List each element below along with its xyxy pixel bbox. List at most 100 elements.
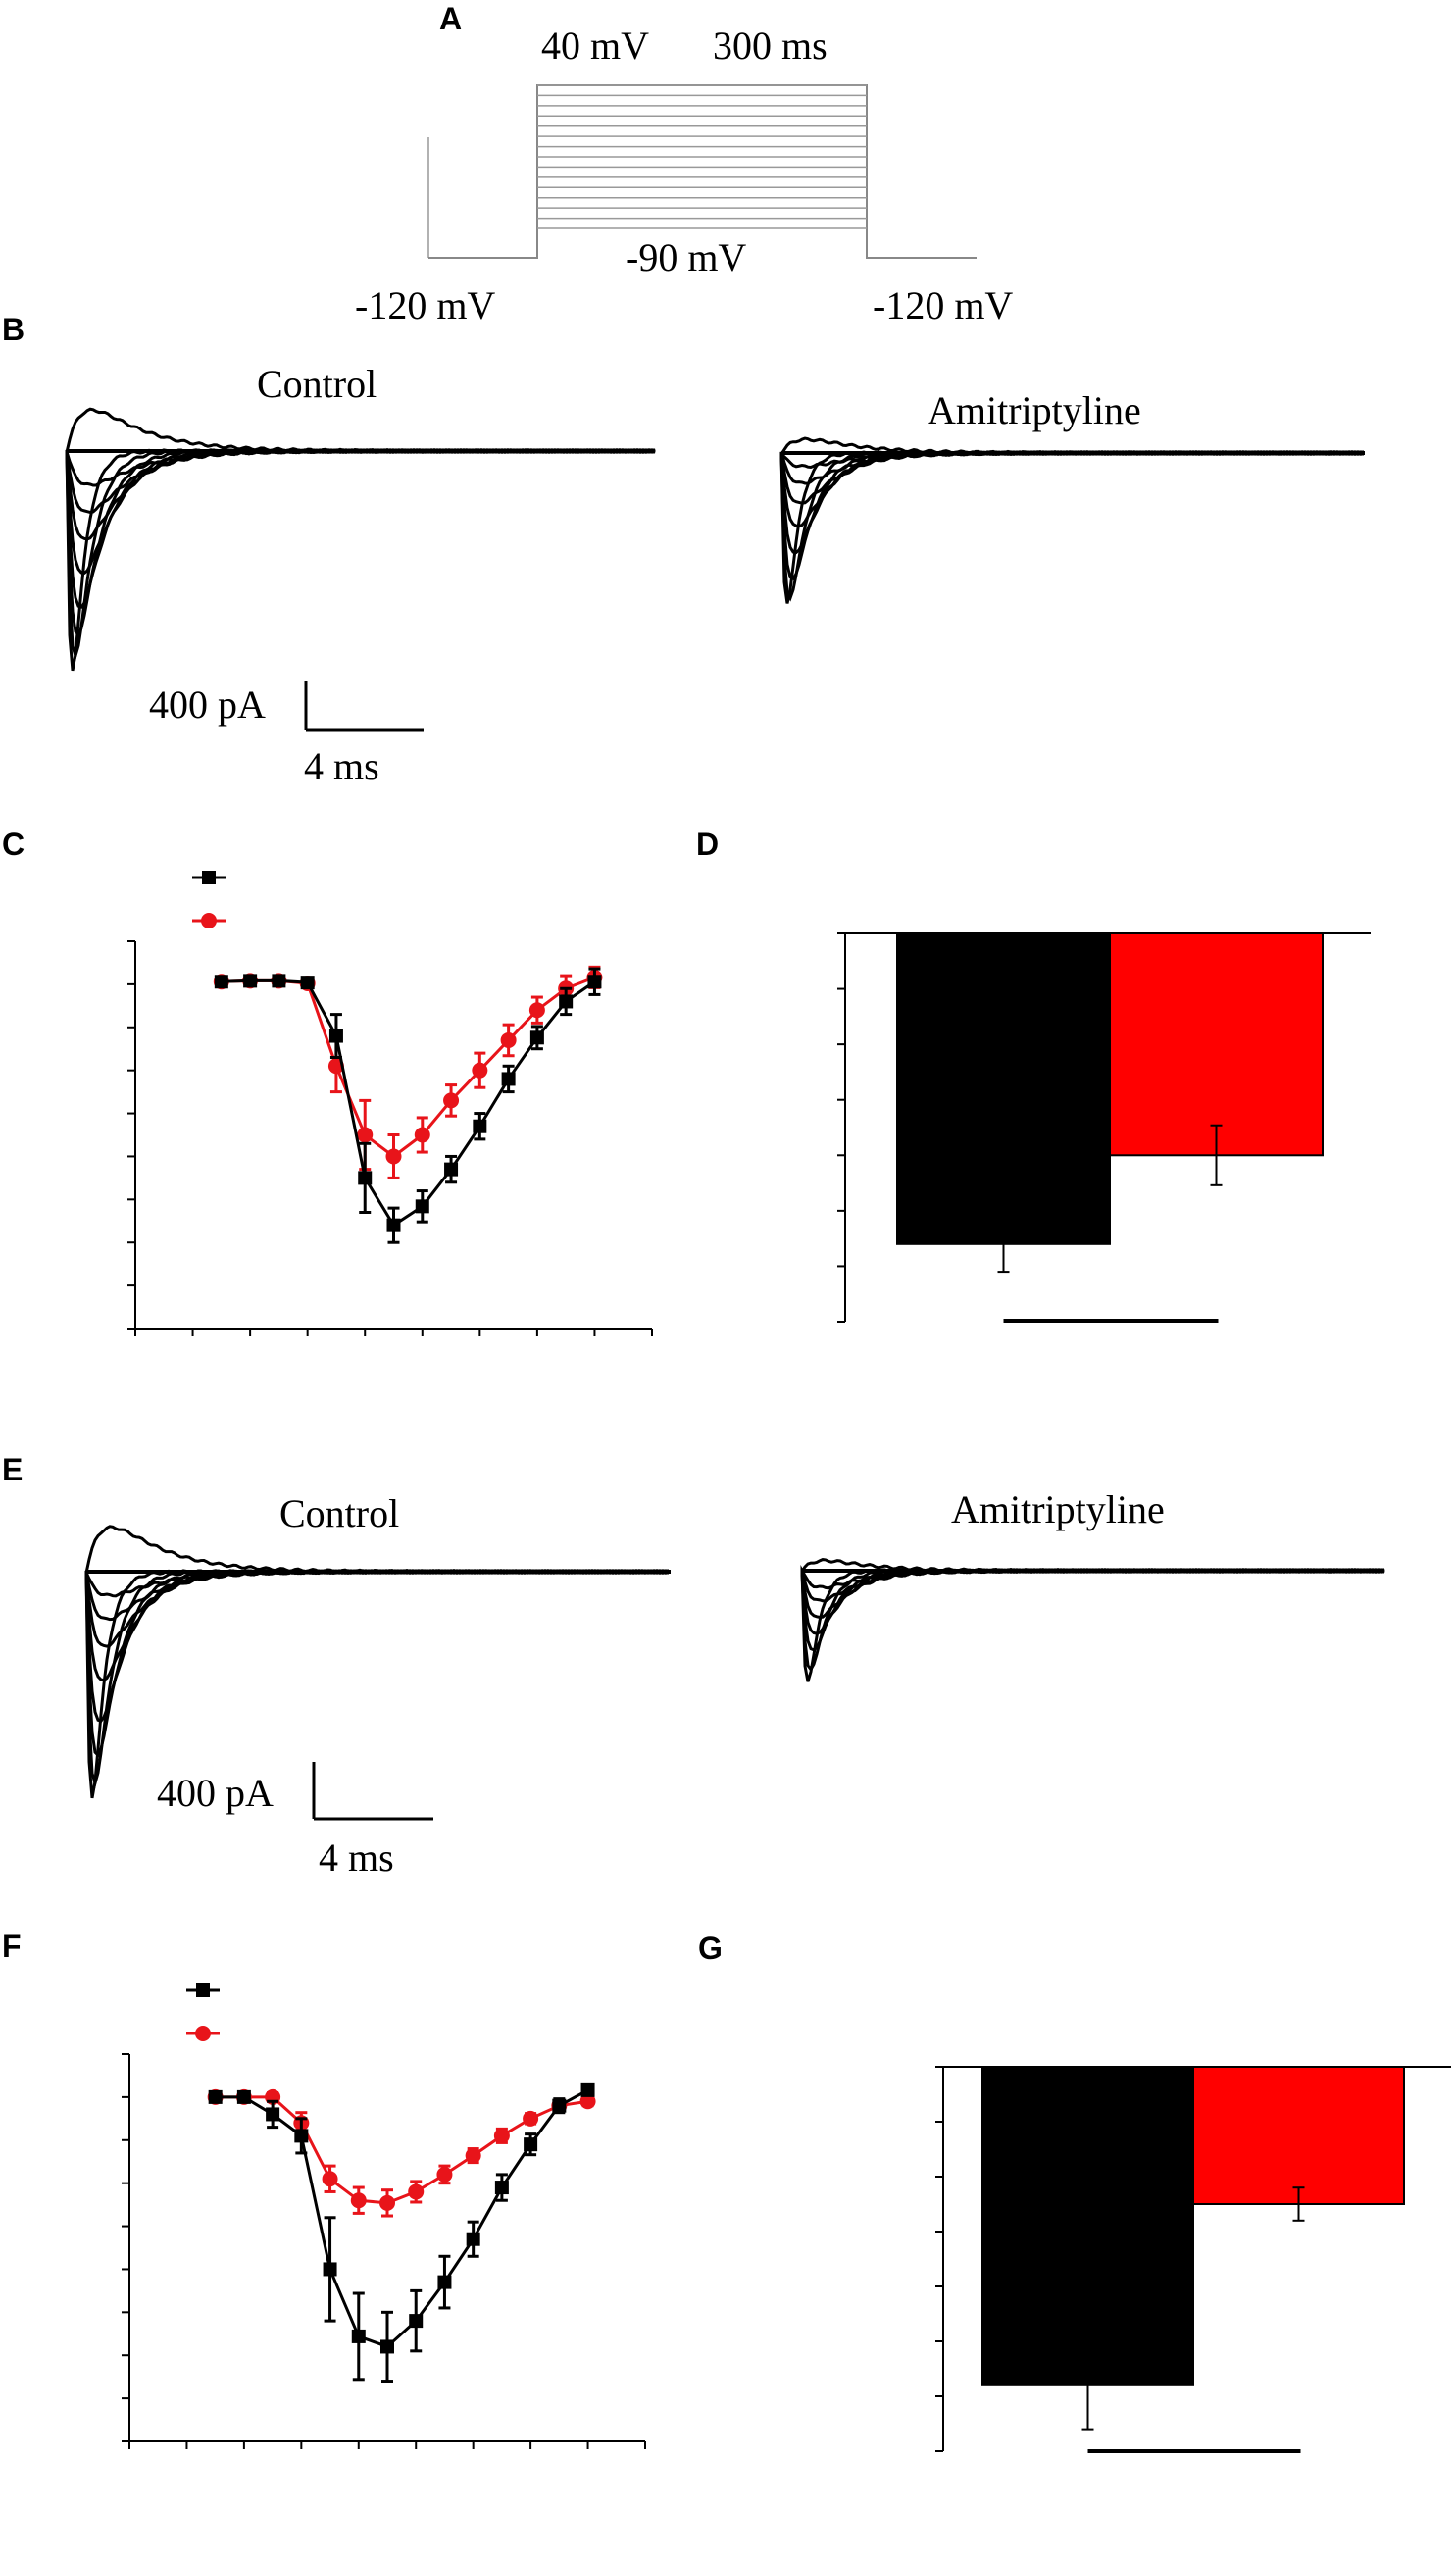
current-trace [65, 448, 656, 661]
iv-chart-c [127, 871, 653, 1336]
bar-control [981, 2066, 1194, 2386]
panel-b: B Control Amitriptyline 400 pA 4 ms [2, 312, 1365, 788]
current-trace [84, 1525, 670, 1575]
data-point-amitriptyline [528, 1002, 545, 1019]
current-trace [779, 436, 1365, 460]
data-point-control [473, 1119, 487, 1133]
scale-time-label: 4 ms [304, 744, 379, 788]
current-trace [84, 1569, 670, 1723]
data-point-amitriptyline [408, 2183, 425, 2200]
current-trace [779, 450, 1365, 555]
protocol-duration-label: 300 ms [713, 24, 828, 68]
data-point-control [409, 2314, 424, 2329]
data-point-control [272, 974, 286, 988]
data-point-control [351, 2329, 366, 2343]
data-point-control [580, 2082, 595, 2097]
current-traces-control-e [84, 1525, 671, 1799]
data-point-control [358, 1171, 373, 1185]
panel-f: F [2, 1929, 646, 2449]
data-point-control [323, 2262, 337, 2277]
panel-a: A 40 mV 300 ms -90 mV -120 mV -120 mV [355, 1, 1013, 327]
iv-chart-f [122, 1983, 646, 2449]
panel-letter-c: C [2, 827, 25, 862]
bar-chart-d [837, 932, 1371, 1323]
current-traces-amitriptyline [779, 436, 1365, 604]
panel-e: E Control Amitriptyline 400 pA 4 ms [2, 1452, 1385, 1880]
current-trace [779, 450, 1365, 604]
data-point-amitriptyline [414, 1127, 430, 1143]
panel-c: C [2, 827, 653, 1336]
data-point-control [208, 2089, 223, 2104]
legend-marker-control [196, 1983, 210, 1997]
data-point-control [587, 975, 602, 989]
current-traces-amitriptyline-e [800, 1558, 1385, 1682]
current-trace [800, 1568, 1385, 1652]
bar-chart-g [935, 2066, 1451, 2453]
current-trace [65, 448, 656, 609]
current-trace [800, 1558, 1385, 1577]
current-trace [779, 450, 1365, 581]
data-point-control [494, 2181, 509, 2195]
scale-current-label: 400 pA [149, 682, 266, 727]
data-point-control [466, 2232, 480, 2246]
voltage-protocol [427, 84, 977, 259]
panel-d: D [696, 827, 1371, 1323]
protocol-voltage-label: 40 mV [541, 24, 649, 68]
data-point-amitriptyline [385, 1148, 402, 1165]
data-point-control [524, 2137, 538, 2152]
protocol-step-label: -90 mV [626, 235, 746, 279]
data-point-control [552, 2098, 567, 2113]
trace-title-control: Control [257, 362, 377, 406]
current-trace [800, 1568, 1385, 1635]
data-point-amitriptyline [350, 2192, 367, 2209]
legend-marker-amitriptyline [201, 913, 217, 928]
data-point-control [243, 974, 258, 988]
data-point-amitriptyline [322, 2171, 338, 2187]
data-point-amitriptyline [436, 2166, 453, 2183]
data-point-control [444, 1162, 459, 1177]
panel-letter-f: F [2, 1929, 22, 1964]
data-point-control [328, 1029, 343, 1043]
current-trace [65, 448, 656, 514]
bar-control [896, 932, 1111, 1245]
current-trace [84, 1569, 670, 1789]
protocol-hold-left-label: -120 mV [355, 283, 495, 327]
current-trace [779, 450, 1365, 602]
current-trace [84, 1569, 670, 1799]
legend-marker-control [202, 871, 216, 884]
panel-g: G [698, 1931, 1451, 2453]
current-trace [800, 1568, 1385, 1682]
current-trace [800, 1568, 1385, 1673]
panel-letter-b: B [2, 312, 25, 347]
data-point-control [294, 2129, 309, 2143]
current-trace [65, 448, 656, 637]
data-point-control [437, 2275, 452, 2289]
scale-bar: 400 pA 4 ms [149, 681, 424, 788]
trace-title-amitriptyline-e: Amitriptyline [951, 1487, 1165, 1531]
data-point-amitriptyline [579, 2093, 596, 2110]
panel-letter-d: D [696, 827, 719, 862]
trace-title-control-e: Control [279, 1491, 399, 1535]
current-traces-control [65, 407, 656, 672]
data-point-amitriptyline [523, 2110, 539, 2127]
legend-marker-amitriptyline [195, 2026, 211, 2041]
data-point-amitriptyline [465, 2147, 481, 2164]
panel-letter-a: A [439, 1, 462, 36]
data-point-control [529, 1030, 544, 1045]
trace-title-amitriptyline: Amitriptyline [928, 388, 1141, 432]
data-point-amitriptyline [443, 1092, 460, 1109]
scale-time-label-e: 4 ms [319, 1835, 394, 1880]
current-trace [65, 448, 656, 672]
panel-letter-e: E [2, 1452, 23, 1487]
data-point-control [236, 2089, 251, 2104]
data-point-amitriptyline [379, 2194, 395, 2211]
data-point-amitriptyline [472, 1062, 488, 1079]
data-point-control [214, 975, 228, 989]
scale-bar-e: 400 pA 4 ms [157, 1762, 433, 1880]
protocol-hold-right-label: -120 mV [873, 283, 1013, 327]
scale-current-label-e: 400 pA [157, 1771, 274, 1815]
data-point-control [386, 1218, 401, 1232]
data-point-control [380, 2339, 394, 2354]
data-point-control [266, 2107, 280, 2122]
